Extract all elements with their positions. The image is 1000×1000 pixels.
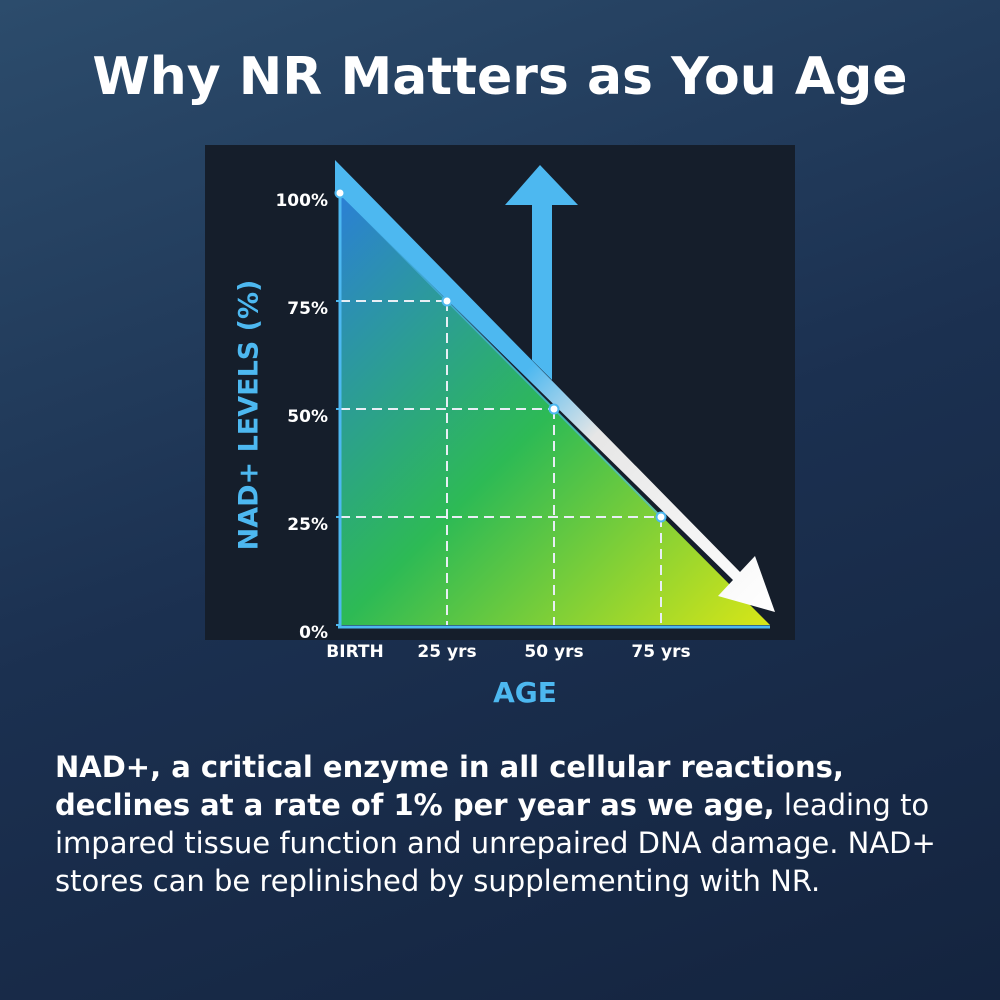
x-tick-label: 50 yrs — [524, 642, 583, 662]
y-axis-label: NAD+ LEVELS (%) — [234, 280, 265, 551]
y-tick-label: 25% — [287, 515, 328, 535]
y-tick-label: 50% — [287, 407, 328, 427]
x-tick-label: 75 yrs — [631, 642, 690, 662]
caption: NAD+, a critical enzyme in all cellular … — [55, 748, 965, 900]
data-point — [548, 403, 560, 415]
y-tick-label: 0% — [299, 623, 328, 643]
data-point — [655, 511, 667, 523]
data-point — [334, 187, 346, 199]
data-point — [441, 295, 453, 307]
data-line — [339, 192, 662, 518]
y-tick-label: 75% — [287, 299, 328, 319]
x-axis-label: AGE — [493, 676, 557, 709]
title: Why NR Matters as You Age — [92, 47, 907, 107]
up-arrow — [505, 165, 578, 380]
caption-text: leading to impared tissue function and u… — [55, 788, 936, 898]
x-tick-label: BIRTH — [326, 642, 383, 662]
x-tick-label: 25 yrs — [417, 642, 476, 662]
caption-bold: NAD+, a critical enzyme in all cellular … — [55, 750, 844, 822]
y-tick-label: 100% — [275, 191, 328, 211]
decline-arrow — [335, 160, 775, 612]
